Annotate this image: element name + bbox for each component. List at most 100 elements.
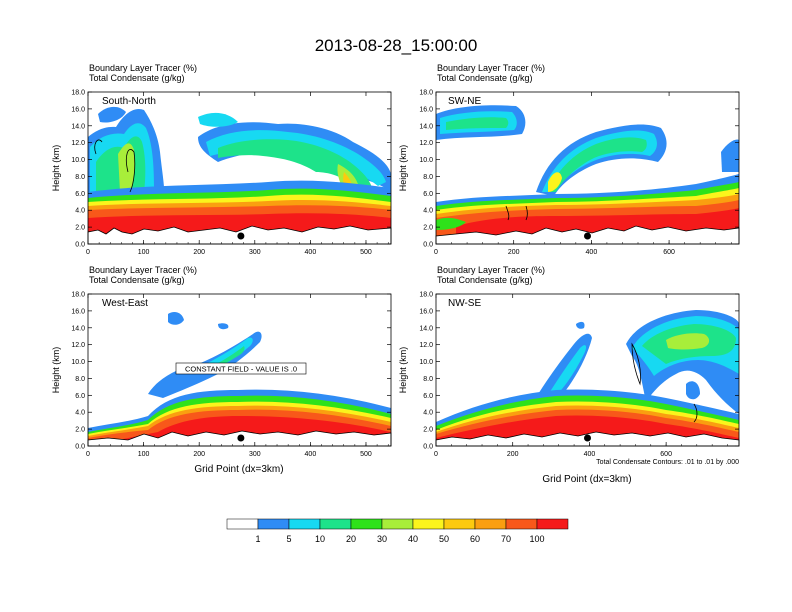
y-axis-label: Height (km) (398, 145, 408, 192)
y-tick-label: 0.0 (423, 242, 433, 249)
panel-nw-se: Boundary Layer Tracer (%) Total Condensa… (398, 265, 740, 485)
colorbar-label: 60 (470, 534, 480, 544)
y-tick-label: 4.0 (75, 410, 85, 417)
panel-field-line2: Total Condensate (g/kg) (437, 275, 533, 285)
x-axis: 0 100 200 300 400 500 (86, 294, 389, 458)
y-tick-label: 12.0 (419, 342, 433, 349)
y-tick-label: 10.0 (419, 359, 433, 366)
panel-field-line1: Boundary Layer Tracer (%) (437, 265, 545, 275)
bl-band-30 (436, 217, 466, 230)
y-tick-label: 0.0 (75, 242, 85, 249)
x-tick-label: 0 (86, 249, 90, 256)
annotation-text: CONSTANT FIELD - VALUE IS .0 (185, 365, 297, 374)
x-tick-label: 200 (193, 451, 205, 458)
annotation-box (175, 362, 307, 375)
panel-plot-area (435, 294, 740, 447)
condensate-contour (525, 205, 528, 221)
colorbar-label: 5 (286, 534, 291, 544)
x-tick-label: 300 (249, 249, 261, 256)
panel-field-line2: Total Condensate (g/kg) (89, 275, 185, 285)
colorbar-swatch (288, 518, 321, 530)
location-marker (584, 232, 591, 240)
y-tick-label: 6.0 (423, 393, 433, 400)
colorbar-swatch (412, 518, 445, 530)
colorbar-labels: 1 5 10 20 30 40 50 60 70 100 (255, 534, 544, 544)
y-tick-label: 18.0 (71, 292, 85, 299)
location-marker (237, 434, 245, 442)
x-tick-label: 200 (508, 249, 520, 256)
y-tick-label: 2.0 (423, 427, 433, 434)
location-marker (237, 232, 245, 240)
cloud-feature (548, 137, 647, 192)
cloud-feature (686, 381, 700, 400)
cloud-feature (576, 321, 585, 329)
colorbar-label: 30 (377, 534, 387, 544)
x-tick-label: 400 (305, 249, 317, 256)
x-tick-label: 600 (660, 451, 672, 458)
panel-plot-area (87, 294, 392, 447)
x-tick-label: 600 (663, 249, 675, 256)
colorbar-label: 10 (315, 534, 325, 544)
panel-cross-section-label: South-North (102, 96, 156, 107)
colorbar-swatch (536, 518, 569, 530)
y-axis: 0.0 2.0 4.0 6.0 8.0 10.0 12.0 14.0 16.0 18.0 (419, 292, 739, 451)
y-tick-label: 2.0 (75, 225, 85, 232)
y-tick-label: 10.0 (71, 359, 85, 366)
x-axis-label: Grid Point (dx=3km) (194, 464, 283, 475)
x-tick-label: 200 (507, 451, 519, 458)
y-tick-label: 2.0 (75, 427, 85, 434)
y-tick-label: 16.0 (419, 308, 433, 315)
y-tick-label: 4.0 (423, 208, 433, 215)
y-tick-label: 10.0 (71, 157, 85, 164)
panel-plot-area (435, 92, 740, 245)
location-marker (584, 434, 591, 442)
colorbar-label: 50 (439, 534, 449, 544)
panel-cross-section-label: West-East (102, 298, 148, 309)
y-axis-label: Height (km) (398, 347, 408, 394)
y-tick-label: 6.0 (75, 191, 85, 198)
y-axis: 0.0 2.0 4.0 6.0 8.0 10.0 12.0 14.0 16.0 18.0 (71, 90, 391, 249)
panel-south-north: Boundary Layer Tracer (%) Total Condensa… (51, 63, 392, 256)
y-tick-label: 10.0 (419, 157, 433, 164)
colorbar-label: 100 (529, 534, 544, 544)
cloud-feature (198, 112, 238, 127)
y-tick-label: 8.0 (75, 174, 85, 181)
y-tick-label: 18.0 (71, 90, 85, 97)
plot-frame (87, 91, 392, 245)
y-tick-label: 18.0 (419, 292, 433, 299)
footnote: Total Condensate Contours: .01 to .01 by… (596, 459, 739, 466)
x-axis: 0 200 400 600 (434, 92, 732, 256)
colorbar-swatch (474, 518, 507, 530)
panel-field-line2: Total Condensate (g/kg) (89, 73, 185, 83)
y-tick-label: 16.0 (71, 308, 85, 315)
colorbar-label: 70 (501, 534, 511, 544)
colorbar-swatch (443, 518, 476, 530)
panel-field-line1: Boundary Layer Tracer (%) (89, 265, 197, 275)
y-tick-label: 8.0 (423, 376, 433, 383)
y-tick-label: 14.0 (419, 123, 433, 130)
x-axis: 0 200 400 600 (434, 294, 728, 458)
y-tick-label: 6.0 (75, 393, 85, 400)
cloud-feature (446, 117, 509, 130)
y-tick-label: 12.0 (71, 342, 85, 349)
figure-title: 2013-08-28_15:00:00 (315, 36, 478, 55)
x-tick-label: 400 (586, 249, 598, 256)
x-tick-label: 100 (138, 451, 150, 458)
colorbar-swatch (381, 518, 414, 530)
y-tick-label: 0.0 (75, 444, 85, 451)
y-axis-label: Height (km) (51, 347, 61, 394)
y-tick-label: 12.0 (419, 140, 433, 147)
condensate-contour (126, 149, 136, 193)
condensate-contour (631, 342, 641, 386)
x-axis: 0 100 200 300 400 500 (86, 92, 389, 256)
panel-sw-ne: Boundary Layer Tracer (%) Total Condensa… (398, 63, 740, 256)
cloud-feature (218, 323, 229, 330)
panel-field-line2: Total Condensate (g/kg) (437, 73, 533, 83)
y-axis: 0.0 2.0 4.0 6.0 8.0 10.0 12.0 14.0 16.0 18.0 (419, 90, 739, 249)
colorbar-swatch (505, 518, 538, 530)
y-tick-label: 2.0 (423, 225, 433, 232)
condensate-contour (693, 403, 698, 423)
condensate-contour (505, 205, 510, 221)
colorbar-swatch (226, 518, 259, 530)
